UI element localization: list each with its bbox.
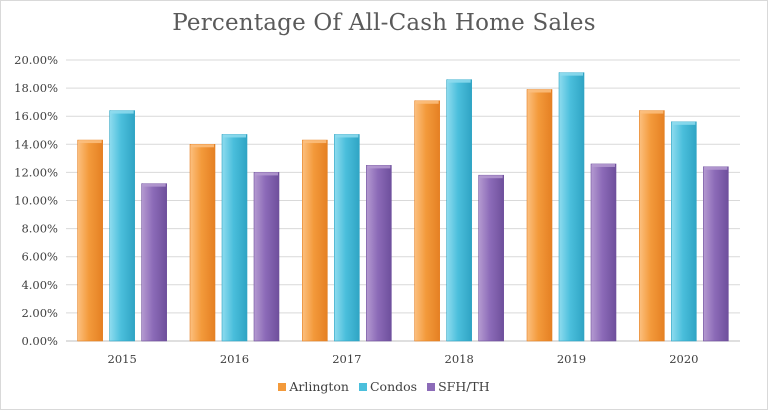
bar-bevel <box>479 175 503 179</box>
bar-bevel <box>447 79 471 83</box>
bar-condos-2015 <box>109 110 135 342</box>
legend-item: Arlington <box>278 379 349 394</box>
y-tick-label: 18.00% <box>14 81 58 95</box>
bar-arlington-2020 <box>639 110 665 342</box>
bar-condos-2020 <box>671 121 697 342</box>
legend-item: SFH/TH <box>427 379 490 394</box>
bar-arlington-2018 <box>414 100 440 342</box>
x-tick-label: 2015 <box>108 352 137 366</box>
bar-bevel <box>704 166 728 170</box>
bar-sfh-th-2016 <box>253 172 280 342</box>
chart-legend: Arlington Condos SFH/TH <box>0 379 768 394</box>
x-tick-label: 2016 <box>220 352 249 366</box>
legend-label: Condos <box>369 379 418 394</box>
bar-bevel <box>303 140 327 144</box>
x-tick-label: 2017 <box>332 352 361 366</box>
bar-bevel <box>191 144 214 148</box>
bar-sfh-th-2020 <box>703 166 729 342</box>
y-tick-label: 8.00% <box>21 222 58 236</box>
legend-swatch <box>427 382 436 391</box>
y-tick-label: 6.00% <box>21 250 58 264</box>
bar-bevel <box>223 134 246 138</box>
bar-arlington-2015 <box>77 139 103 342</box>
legend-swatch <box>358 382 367 391</box>
bar-condos-2019 <box>558 72 585 342</box>
bar-bevel <box>335 134 359 138</box>
bar-condos-2017 <box>334 134 360 342</box>
x-tick-label: 2020 <box>669 352 698 366</box>
y-tick-label: 14.00% <box>14 137 58 151</box>
bar-bevel <box>255 172 278 176</box>
x-tick-label: 2018 <box>445 352 474 366</box>
bar-bevel <box>367 165 391 169</box>
y-tick-label: 0.00% <box>21 334 58 348</box>
bar-bevel <box>415 100 439 104</box>
bar-sfh-th-2019 <box>590 163 617 342</box>
legend-label: SFH/TH <box>438 379 490 394</box>
legend-label: Arlington <box>289 379 349 394</box>
legend-swatch <box>278 382 287 391</box>
y-tick-label: 2.00% <box>21 306 58 320</box>
bar-sfh-th-2018 <box>478 174 504 342</box>
bar-bevel <box>640 110 664 114</box>
y-tick-label: 12.00% <box>14 165 58 179</box>
bar-bevel <box>142 183 166 187</box>
bar-bevel <box>560 72 583 76</box>
y-tick-label: 16.00% <box>14 109 58 123</box>
x-tick-label: 2019 <box>557 352 586 366</box>
bar-arlington-2016 <box>189 144 216 342</box>
bar-bevel <box>78 140 102 144</box>
bar-bevel <box>528 89 551 93</box>
bar-arlington-2017 <box>302 139 328 342</box>
bar-condos-2016 <box>221 134 248 342</box>
bar-condos-2018 <box>446 79 472 342</box>
y-tick-label: 4.00% <box>21 278 58 292</box>
y-tick-label: 10.00% <box>14 194 58 208</box>
legend-item: Condos <box>358 379 418 394</box>
bar-bevel <box>672 121 696 125</box>
bar-bevel <box>110 110 134 114</box>
bar-arlington-2019 <box>526 89 553 342</box>
y-tick-label: 20.00% <box>14 53 58 67</box>
bar-sfh-th-2015 <box>141 183 167 342</box>
bar-sfh-th-2017 <box>366 165 392 342</box>
chart-title: Percentage Of All-Cash Home Sales <box>172 10 596 36</box>
bar-bevel <box>592 163 615 167</box>
